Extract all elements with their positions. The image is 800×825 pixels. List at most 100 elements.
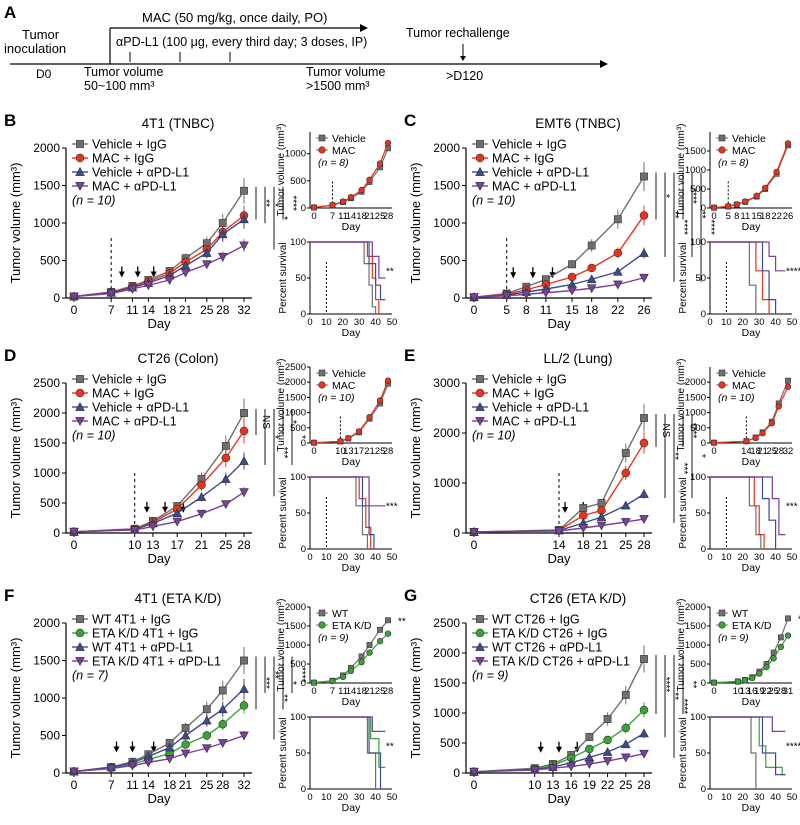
survival-y-title: Percent survival: [278, 477, 289, 548]
survival-x-tick-label: 40: [370, 792, 381, 803]
inset-data-point: [385, 617, 391, 624]
survival-curve: [710, 241, 777, 314]
panel-title: 4T1 (ETA K/D): [135, 591, 222, 606]
data-point: [239, 214, 249, 224]
data-point: [221, 442, 230, 450]
data-point: [469, 528, 479, 537]
legend-marker: [475, 417, 485, 426]
data-point: [220, 500, 231, 510]
x-tick-label: 25: [619, 538, 633, 552]
legend-label: ETA K/D 4T1 + αPD-L1: [92, 655, 221, 669]
survival-x-tick-label: 40: [770, 317, 781, 328]
data-point: [239, 701, 249, 710]
data-point: [239, 731, 249, 741]
data-point: [640, 655, 648, 663]
survival-x-title: Day: [742, 802, 761, 814]
inset-y-tick-label: 0: [701, 203, 706, 214]
survival-y-tick-label: 50: [295, 508, 306, 519]
legend-label: WT 4T1 + αPD-L1: [92, 641, 193, 655]
sig-label: *: [296, 435, 307, 439]
inset-legend-label: WT: [732, 608, 749, 620]
inset-x-tick-label: 18: [356, 211, 367, 222]
y-axis-title: Tumor volume (mm³): [408, 163, 423, 284]
x-tick-label: 14: [142, 778, 156, 792]
panel-title: CT26 (ETA K/D): [530, 591, 627, 606]
data-point: [602, 747, 613, 756]
sig-label: *: [287, 681, 298, 685]
sig-label: ****: [296, 667, 307, 683]
inset-legend-label: MAC: [732, 380, 756, 392]
inset-y-tick-label: 1500: [285, 621, 306, 632]
inset-legend-label: Vehicle: [332, 368, 366, 380]
x-tick-label: 16: [564, 778, 578, 792]
data-point: [181, 740, 190, 749]
inset-legend-label: MAC: [332, 145, 356, 157]
legend-marker: [75, 402, 85, 411]
y-tick-label: 1500: [33, 436, 60, 450]
inset-x-tick-label: 11: [338, 211, 348, 222]
sig-label: *: [696, 454, 707, 458]
survival-x-tick-label: 50: [787, 317, 798, 328]
inset-data-point: [345, 434, 352, 442]
inset-x-title: Day: [742, 696, 761, 708]
inset-n-label: (n = 9): [318, 632, 349, 644]
y-tick-label: 0: [53, 526, 60, 540]
x-tick-label: 28: [637, 778, 651, 792]
timeline-panel: A Tumor inoculation D0 MAC (50 mg/kg, onc…: [4, 3, 608, 93]
inset-data-point: [347, 667, 355, 675]
series-line: [73, 704, 245, 773]
inset-y-tick-label: 1500: [285, 392, 306, 403]
inset-legend-marker: [718, 381, 726, 389]
series-line: [473, 277, 645, 298]
data-point: [586, 284, 597, 294]
legend-label: Vehicle + αPD-L1: [92, 401, 189, 415]
inset-data-point: [384, 139, 392, 147]
inset-legend-label: MAC: [732, 145, 756, 157]
inset-x-tick-label: 17: [354, 446, 365, 457]
x-tick-label: 18: [577, 538, 591, 552]
y-axis-title: Tumor volume (mm³): [8, 398, 23, 519]
inset-data-point: [710, 204, 718, 211]
survival-y-title: Percent survival: [278, 242, 289, 313]
inset-y-tick-label: 2000: [685, 602, 706, 613]
survival-y-title: Percent survival: [678, 717, 689, 788]
rechallenge-label: Tumor rechallenge: [406, 26, 510, 40]
sig-label: ****: [660, 677, 671, 693]
x-tick-label: 28: [237, 538, 251, 552]
legend-marker: [75, 628, 85, 638]
inset-data-point: [376, 397, 384, 404]
data-point: [202, 705, 211, 714]
inset-x-title: Day: [342, 221, 361, 233]
data-point: [143, 281, 154, 291]
inset-legend-marker: [318, 621, 326, 629]
dose-arrowhead: [143, 506, 150, 513]
n-label: (n = 10): [72, 194, 115, 208]
inset-x-tick-label: 0: [711, 446, 716, 457]
inset-data-point: [310, 439, 318, 446]
data-point: [620, 518, 631, 527]
inset-x-tick-label: 18: [760, 211, 771, 222]
legend-marker: [475, 167, 485, 176]
inset-x-tick-label: 10: [335, 446, 346, 457]
inset-data-point: [339, 198, 347, 205]
inset-data-point: [310, 204, 318, 211]
inset-y-tick-label: 2000: [685, 377, 706, 388]
y-tick-label: 500: [40, 729, 60, 743]
data-point: [639, 489, 649, 498]
x-tick-label: 25: [200, 303, 214, 317]
survival-curve: [310, 241, 380, 314]
survival-curve: [310, 241, 386, 279]
inset-x-title: Day: [342, 696, 361, 708]
inset-y-tick-label: 1000: [685, 640, 706, 651]
inset-y-title: Tumor volume (mm³): [276, 599, 287, 692]
legend-marker: [75, 153, 85, 163]
y-tick-label: 2000: [433, 646, 460, 660]
inset-y-tick-label: 500: [290, 659, 306, 670]
y-axis-title: Tumor volume (mm³): [8, 638, 23, 759]
legend-label: MAC + αPD-L1: [92, 415, 177, 429]
inset-y-title: Tumor volume (mm³): [676, 359, 687, 452]
survival-x-title: Day: [342, 802, 361, 814]
sig-label: ****: [678, 219, 689, 235]
